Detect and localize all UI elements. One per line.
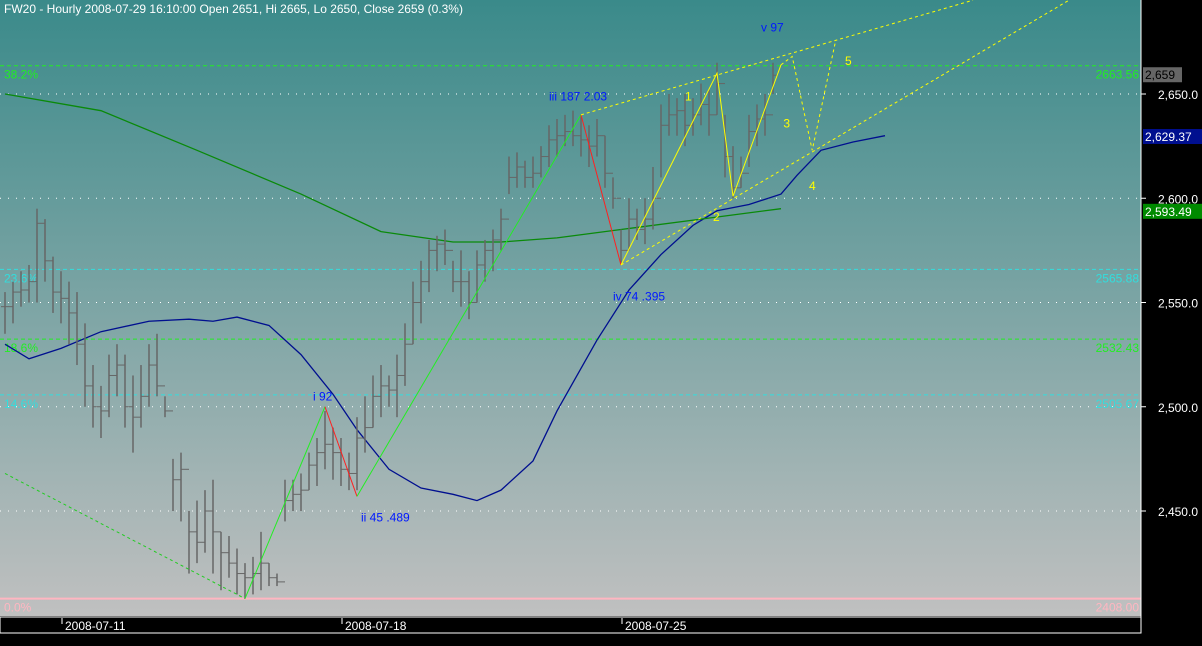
wave-label: ii 45 .489	[361, 510, 410, 524]
fib-value-label: 2408.00	[1096, 601, 1140, 615]
y-tick-label: 2,550.0	[1158, 297, 1198, 311]
wave-label: 2	[713, 210, 720, 224]
wave-line	[244, 406, 326, 599]
wave-label: 4	[809, 179, 816, 193]
last-price-badge-bg	[1143, 67, 1182, 83]
chart-title: FW20 - Hourly 2008-07-29 16:10:00 Open 2…	[4, 2, 463, 16]
ma-blue-badge-bg	[1143, 129, 1202, 145]
moving-average-line	[4, 135, 886, 502]
fib-value-label: 2532.43	[1096, 341, 1140, 355]
y-tick-label: 2,450.0	[1158, 505, 1198, 519]
ma-green-badge: 2,593.49	[1145, 205, 1192, 219]
fib-value-label: 2505.67	[1096, 397, 1140, 411]
wave-label: iii 187 2.03	[549, 89, 607, 103]
fib-pct-label: 38.2%	[4, 68, 38, 82]
price-badges: 2,659 2,629.37 2,593.49	[1143, 67, 1202, 219]
fib-pct-label: 0.0%	[4, 601, 32, 615]
wave-line	[780, 41, 836, 151]
moving-averages	[4, 93, 886, 502]
wave-line	[580, 114, 622, 266]
y-axis-labels: 2,650.0 2,600.0 2,550.0 2,500.0 2,450.0	[1141, 88, 1198, 519]
x-tick-label: 2008-07-18	[345, 619, 407, 633]
y-tick-label: 2,600.0	[1158, 192, 1198, 206]
wave-label: iv 74 .395	[613, 289, 665, 303]
wave-label: i 92	[313, 389, 333, 403]
wave-lines	[4, 0, 1070, 600]
wave-label: 3	[783, 116, 790, 130]
wave-label: 5	[845, 54, 852, 68]
x-tick-label: 2008-07-11	[65, 619, 126, 633]
wave-line	[620, 64, 782, 266]
plot-area[interactable]	[0, 0, 1141, 616]
wave-labels: i 92 ii 45 .489 iii 187 2.03 iv 74 .395 v 97…	[313, 20, 852, 524]
fib-pct-label: 14.6%	[4, 397, 38, 411]
wave-label: v 97	[761, 20, 784, 34]
y-tick-label: 2,650.0	[1158, 88, 1198, 102]
wave-line	[324, 406, 358, 497]
date-axis[interactable]	[0, 616, 1142, 634]
wave-line	[356, 114, 582, 497]
last-price-badge: 2,659	[1145, 68, 1175, 82]
wave-label: 1	[685, 89, 692, 103]
ma-blue-badge: 2,629.37	[1145, 130, 1192, 144]
fib-value-label: 2663.56	[1096, 68, 1140, 82]
moving-average-line	[4, 93, 782, 243]
ma-green-badge-bg	[1143, 203, 1202, 219]
x-tick-label: 2008-07-25	[625, 619, 687, 633]
wave-line	[620, 0, 1070, 266]
fib-value-label: 2565.88	[1096, 271, 1140, 285]
x-axis-labels: 2008-07-11 2008-07-18 2008-07-25	[61, 618, 687, 633]
price-bars	[1, 62, 777, 599]
fib-pct-label: 18.6%	[4, 341, 38, 355]
price-axis[interactable]	[1141, 0, 1202, 646]
wave-line	[580, 0, 974, 116]
y-tick-label: 2,500.0	[1158, 401, 1198, 415]
